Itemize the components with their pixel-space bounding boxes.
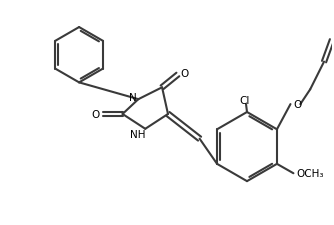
Text: O: O: [92, 110, 100, 119]
Text: O: O: [293, 100, 302, 110]
Text: OCH₃: OCH₃: [297, 169, 324, 178]
Text: N: N: [129, 93, 136, 103]
Text: NH: NH: [130, 129, 145, 139]
Text: O: O: [181, 69, 189, 79]
Text: Cl: Cl: [240, 96, 250, 106]
